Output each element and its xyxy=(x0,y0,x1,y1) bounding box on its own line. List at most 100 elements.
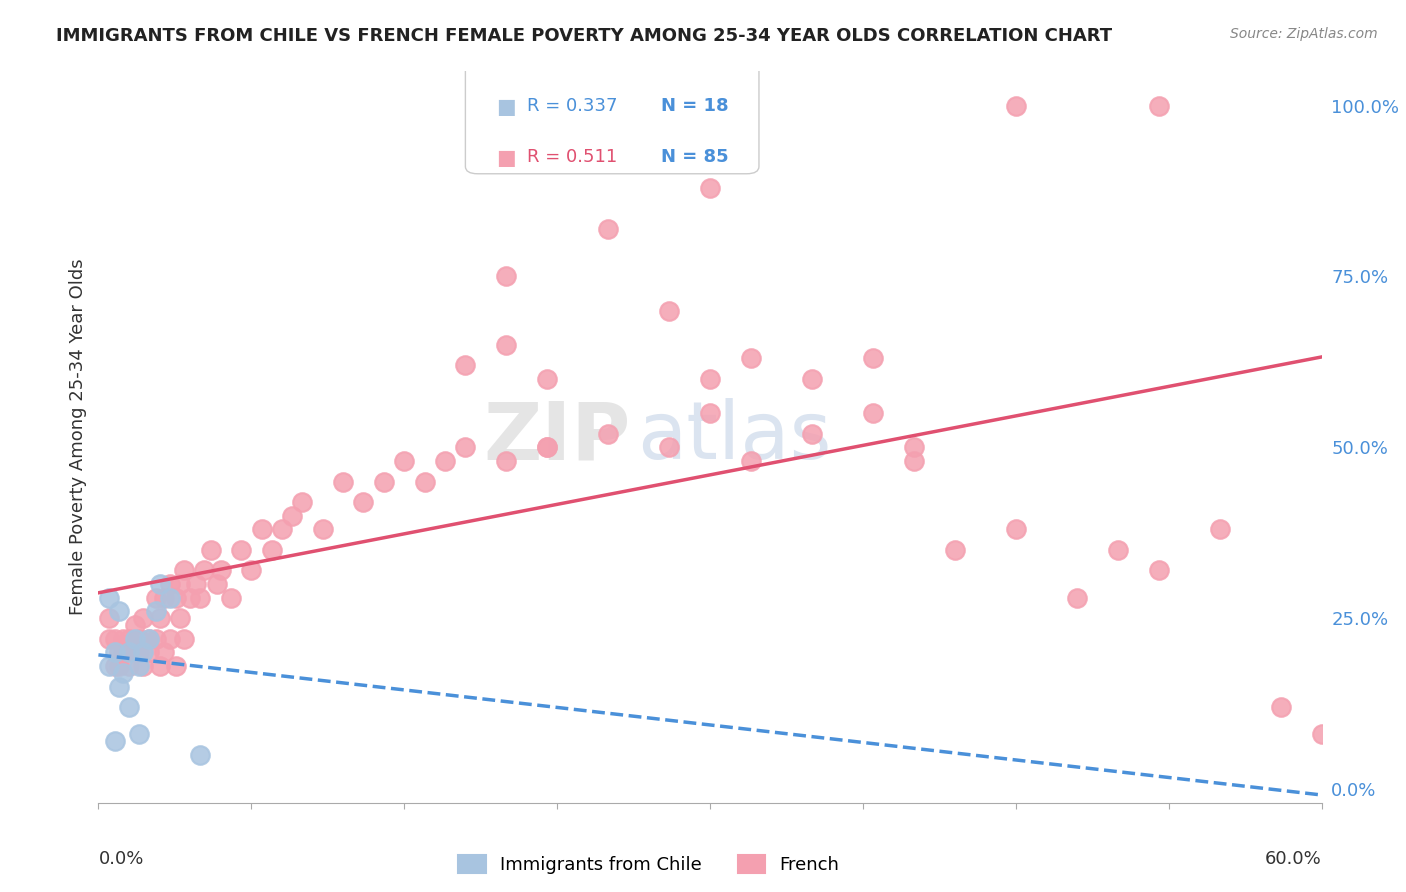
Point xyxy=(165,591,187,605)
Point xyxy=(536,372,558,386)
Point xyxy=(128,659,150,673)
Point xyxy=(903,440,925,454)
Text: N = 85: N = 85 xyxy=(661,148,728,166)
Text: ■: ■ xyxy=(496,148,516,169)
Point xyxy=(1147,98,1170,112)
Point xyxy=(536,440,558,454)
Point xyxy=(1270,700,1292,714)
Point xyxy=(1209,522,1232,536)
Point xyxy=(281,508,304,523)
Point xyxy=(104,659,127,673)
Point xyxy=(209,563,232,577)
Point xyxy=(205,577,228,591)
Text: ■: ■ xyxy=(496,97,516,117)
Point xyxy=(145,604,167,618)
Point xyxy=(658,303,681,318)
Text: IMMIGRANTS FROM CHILE VS FRENCH FEMALE POVERTY AMONG 25-34 YEAR OLDS CORRELATION: IMMIGRANTS FROM CHILE VS FRENCH FEMALE P… xyxy=(56,27,1112,45)
Point xyxy=(1147,563,1170,577)
Point xyxy=(149,659,172,673)
Point xyxy=(97,591,120,605)
Point xyxy=(740,351,762,366)
Point xyxy=(118,632,141,646)
Text: 0.0%: 0.0% xyxy=(98,850,143,868)
Point xyxy=(312,522,335,536)
Point xyxy=(111,632,134,646)
Text: N = 18: N = 18 xyxy=(661,97,728,115)
Point xyxy=(138,632,160,646)
Point xyxy=(260,542,283,557)
Point xyxy=(179,591,201,605)
Point xyxy=(536,440,558,454)
Point xyxy=(108,604,131,618)
Point xyxy=(118,700,141,714)
Point xyxy=(149,611,172,625)
Point xyxy=(165,659,187,673)
Text: Source: ZipAtlas.com: Source: ZipAtlas.com xyxy=(1230,27,1378,41)
Point xyxy=(159,577,181,591)
Point xyxy=(159,591,181,605)
Point xyxy=(862,351,884,366)
Point xyxy=(1004,98,1026,112)
Point xyxy=(188,747,212,762)
Point xyxy=(138,632,160,646)
Point xyxy=(332,475,354,489)
Point xyxy=(118,659,141,673)
Point xyxy=(104,734,127,748)
Point xyxy=(231,542,253,557)
Point xyxy=(219,591,242,605)
Point xyxy=(801,372,824,386)
Point xyxy=(169,577,191,591)
Point xyxy=(149,577,172,591)
Point xyxy=(159,632,181,646)
Point xyxy=(598,221,620,235)
Point xyxy=(352,495,374,509)
Legend: Immigrants from Chile, French: Immigrants from Chile, French xyxy=(451,847,846,881)
Point xyxy=(801,426,824,441)
Point xyxy=(658,440,681,454)
Point xyxy=(186,577,208,591)
Point xyxy=(132,611,155,625)
Point xyxy=(173,563,195,577)
Point xyxy=(128,632,150,646)
Point xyxy=(108,659,131,673)
Point xyxy=(104,632,127,646)
Point xyxy=(943,542,966,557)
Point xyxy=(699,406,721,420)
Point xyxy=(97,659,120,673)
Text: R = 0.337: R = 0.337 xyxy=(526,97,617,115)
Point xyxy=(1004,522,1026,536)
Point xyxy=(373,475,395,489)
Point xyxy=(132,659,155,673)
Point xyxy=(740,454,762,468)
Point xyxy=(145,632,167,646)
Point xyxy=(97,611,120,625)
Point xyxy=(111,645,134,659)
Point xyxy=(200,542,222,557)
Point xyxy=(291,495,314,509)
Point xyxy=(169,611,191,625)
Point xyxy=(124,645,146,659)
Text: atlas: atlas xyxy=(637,398,831,476)
Point xyxy=(118,645,141,659)
Point xyxy=(111,665,134,680)
Point xyxy=(699,372,721,386)
FancyBboxPatch shape xyxy=(465,45,759,174)
Point xyxy=(392,454,416,468)
Point xyxy=(152,645,174,659)
Point xyxy=(495,454,517,468)
Text: 60.0%: 60.0% xyxy=(1265,850,1322,868)
Point xyxy=(454,359,477,373)
Point xyxy=(434,454,457,468)
Point xyxy=(270,522,294,536)
Point xyxy=(495,269,517,284)
Y-axis label: Female Poverty Among 25-34 Year Olds: Female Poverty Among 25-34 Year Olds xyxy=(69,259,87,615)
Point xyxy=(193,563,215,577)
Point xyxy=(598,426,620,441)
Point xyxy=(1310,727,1333,741)
Point xyxy=(152,591,174,605)
Point xyxy=(903,454,925,468)
Point xyxy=(1066,591,1088,605)
Point xyxy=(138,645,160,659)
Point xyxy=(173,632,195,646)
Point xyxy=(1107,542,1129,557)
